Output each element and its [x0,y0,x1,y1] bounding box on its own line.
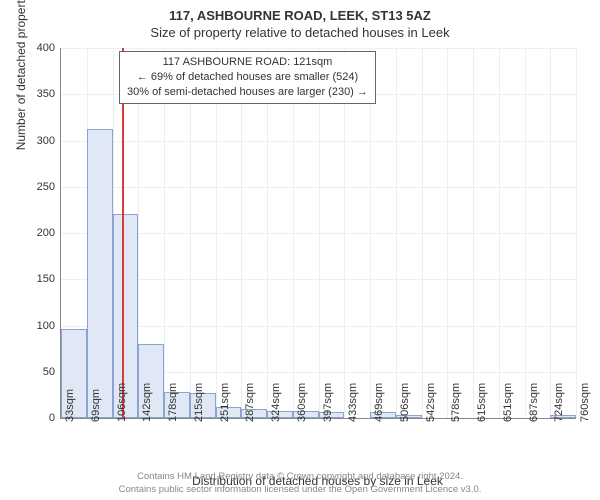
histogram-bar [87,129,113,418]
xtick-label: 397sqm [322,383,334,422]
ytick-label: 150 [15,273,55,285]
plot-area: 117 ASHBOURNE ROAD: 121sqm← 69% of detac… [60,48,576,419]
xtick-label: 687sqm [528,383,540,422]
annotation-line-3: 30% of semi-detached houses are larger (… [127,85,368,100]
gridline-v [473,48,474,418]
xtick-label: 69sqm [90,389,102,422]
xtick-label: 433sqm [347,383,359,422]
gridline-v [499,48,500,418]
gridline-v [396,48,397,418]
xtick-label: 106sqm [116,383,128,422]
annotation-box: 117 ASHBOURNE ROAD: 121sqm← 69% of detac… [119,51,376,104]
gridline-v [525,48,526,418]
ytick-label: 50 [15,366,55,378]
footer-attribution: Contains HM Land Registry data © Crown c… [0,471,600,496]
ytick-label: 100 [15,320,55,332]
chart-title-main: 117, ASHBOURNE ROAD, LEEK, ST13 5AZ [0,0,600,23]
xtick-label: 287sqm [244,383,256,422]
xtick-label: 178sqm [167,383,179,422]
gridline-v [550,48,551,418]
gridline-v [422,48,423,418]
plot-wrap: Number of detached properties 117 ASHBOU… [60,48,575,418]
xtick-label: 506sqm [399,383,411,422]
xtick-label: 578sqm [450,383,462,422]
xtick-label: 760sqm [579,383,591,422]
y-axis-label: Number of detached properties [14,0,28,150]
annotation-line-1: 117 ASHBOURNE ROAD: 121sqm [127,55,368,70]
xtick-label: 615sqm [476,383,488,422]
gridline-v [447,48,448,418]
xtick-label: 324sqm [270,383,282,422]
footer-line-1: Contains HM Land Registry data © Crown c… [0,471,600,483]
annotation-line-2: ← 69% of detached houses are smaller (52… [127,70,368,85]
xtick-label: 33sqm [64,389,76,422]
ytick-label: 350 [15,88,55,100]
xtick-label: 142sqm [141,383,153,422]
ytick-label: 300 [15,135,55,147]
ytick-label: 400 [15,42,55,54]
xtick-label: 469sqm [373,383,385,422]
chart-title-sub: Size of property relative to detached ho… [0,23,600,40]
xtick-label: 215sqm [193,383,205,422]
xtick-label: 651sqm [502,383,514,422]
xtick-label: 251sqm [219,383,231,422]
xtick-label: 542sqm [425,383,437,422]
chart-container: 117, ASHBOURNE ROAD, LEEK, ST13 5AZ Size… [0,0,600,500]
xtick-label: 360sqm [296,383,308,422]
ytick-label: 200 [15,227,55,239]
ytick-label: 250 [15,181,55,193]
ytick-label: 0 [15,412,55,424]
xtick-label: 724sqm [553,383,565,422]
footer-line-2: Contains public sector information licen… [0,484,600,496]
gridline-v [576,48,577,418]
